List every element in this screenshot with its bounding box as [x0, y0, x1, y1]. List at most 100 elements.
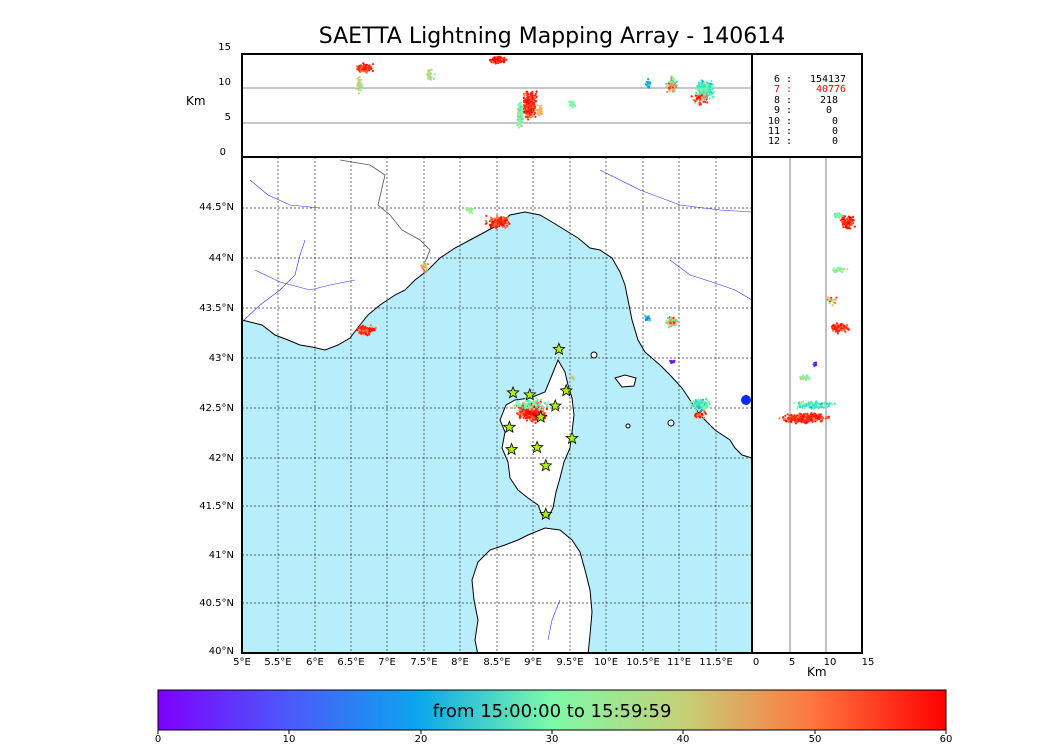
lightning-point — [666, 84, 669, 87]
lightning-point — [706, 101, 709, 104]
lightning-point — [358, 88, 361, 91]
lightning-point — [802, 376, 805, 379]
lat-tick: 43°N — [208, 353, 234, 364]
lightning-point — [503, 219, 506, 222]
lightning-point — [365, 68, 368, 71]
lightning-point — [707, 400, 710, 404]
lightning-point — [831, 329, 835, 332]
lightning-point — [811, 413, 814, 416]
lightning-point — [533, 113, 536, 116]
lightning-point — [705, 86, 708, 89]
lightning-point — [801, 406, 804, 409]
lightning-point — [672, 316, 675, 319]
lightning-point — [819, 413, 823, 416]
lightning-point — [701, 80, 704, 83]
lightning-point — [496, 214, 499, 218]
lightning-point — [494, 56, 497, 59]
lightning-point — [421, 266, 424, 269]
lightning-point — [799, 405, 802, 408]
lightning-point — [671, 86, 675, 89]
lightning-point — [702, 94, 706, 97]
lightning-point — [521, 115, 524, 118]
lightning-point — [363, 65, 366, 68]
lightning-point — [704, 100, 707, 103]
lightning-point — [847, 328, 850, 331]
lightning-point — [529, 116, 532, 119]
lightning-point — [695, 405, 698, 408]
lightning-point — [646, 81, 650, 85]
lightning-point — [534, 115, 537, 118]
lightning-point — [494, 226, 497, 229]
lightning-point — [517, 126, 521, 129]
lightning-point — [518, 408, 521, 411]
lightning-point — [707, 82, 711, 85]
lon-tick: 7.5°E — [410, 657, 438, 668]
lightning-point — [423, 270, 426, 273]
lightning-point — [355, 87, 358, 90]
lightning-point — [844, 330, 847, 333]
lightning-point — [492, 218, 495, 221]
lightning-point — [812, 414, 816, 417]
lightning-point — [800, 401, 803, 404]
lightning-point — [368, 327, 371, 331]
lightning-point — [802, 413, 805, 416]
lightning-point — [699, 95, 702, 98]
lightning-point — [505, 58, 508, 61]
lightning-point — [530, 106, 533, 109]
lightning-point — [362, 329, 365, 333]
lightning-point — [692, 400, 695, 403]
lightning-point — [821, 406, 824, 409]
lightning-point — [358, 76, 361, 79]
lightning-point — [367, 332, 370, 336]
side-xtick: 10 — [823, 657, 837, 668]
stats-row: 7 : 40776 — [773, 84, 847, 96]
lightning-point — [701, 398, 704, 401]
lightning-point — [675, 321, 678, 324]
lon-tick: 6°E — [306, 657, 324, 668]
lightning-point — [808, 419, 812, 422]
lightning-point — [832, 298, 835, 302]
lightning-point — [526, 408, 529, 411]
lightning-point — [674, 323, 677, 326]
lightning-point — [817, 405, 820, 408]
mainland — [242, 157, 752, 459]
lightning-point — [835, 216, 838, 219]
lightning-point — [359, 86, 362, 89]
side-xtick: 5 — [788, 657, 796, 668]
lightning-point — [853, 225, 857, 228]
lightning-point — [700, 413, 703, 416]
lightning-point — [647, 78, 650, 81]
lightning-point — [708, 402, 711, 405]
lightning-point — [796, 416, 800, 419]
lightning-point — [826, 296, 830, 299]
alt-ytick: 15 — [218, 42, 231, 53]
stats-row: 9 : 0 — [773, 105, 833, 117]
lightning-point — [808, 406, 811, 409]
lightning-point — [673, 78, 676, 81]
lightning-point — [690, 95, 693, 98]
lightning-point — [493, 59, 496, 62]
lightning-point — [846, 268, 849, 271]
lightning-point — [706, 89, 709, 92]
lightning-point — [671, 77, 675, 80]
lightning-point — [517, 402, 520, 405]
lightning-point — [705, 98, 708, 101]
lightning-point — [546, 405, 549, 408]
lightning-point — [527, 410, 531, 414]
lightning-point — [713, 86, 716, 89]
lightning-point — [806, 412, 809, 415]
lightning-point — [530, 420, 533, 423]
lightning-point — [357, 92, 360, 95]
lightning-point — [705, 81, 709, 84]
lightning-point — [426, 74, 429, 77]
lightning-point — [784, 414, 787, 417]
lightning-point — [799, 416, 802, 419]
colorbar-tick: 10 — [282, 734, 296, 745]
lightning-point — [497, 221, 500, 224]
lat-tick: 44°N — [208, 253, 234, 264]
lightning-point — [515, 401, 519, 404]
lightning-point — [518, 106, 521, 109]
lightning-point — [695, 87, 698, 91]
lightning-point — [524, 115, 527, 118]
lightning-point — [368, 330, 372, 333]
